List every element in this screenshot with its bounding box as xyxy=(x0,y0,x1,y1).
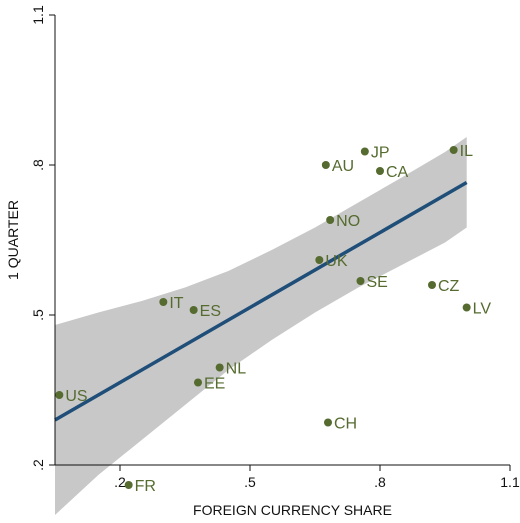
point-marker xyxy=(189,306,198,314)
point-label: CH xyxy=(334,416,357,433)
point-ch: CH xyxy=(324,416,357,433)
x-tick-label: .5 xyxy=(244,474,256,490)
point-no: NO xyxy=(326,213,360,230)
point-marker xyxy=(315,256,324,264)
point-label: ES xyxy=(200,303,221,320)
point-lv: LV xyxy=(462,301,492,318)
point-us: US xyxy=(55,388,88,405)
point-marker xyxy=(321,161,330,169)
point-label: AU xyxy=(332,158,354,175)
x-ticks: .2 .5 .8 1.1 xyxy=(114,465,520,490)
point-ca: CA xyxy=(376,164,409,181)
point-au: AU xyxy=(321,158,354,175)
point-label: EE xyxy=(204,376,225,393)
x-tick-label: .2 xyxy=(114,474,126,490)
point-marker xyxy=(360,147,369,156)
point-uk: UK xyxy=(315,253,348,270)
point-marker xyxy=(215,363,224,372)
point-marker xyxy=(462,303,471,312)
point-label: SE xyxy=(367,274,388,291)
confidence-band-layer xyxy=(55,137,467,515)
point-marker xyxy=(428,281,436,289)
point-it: IT xyxy=(159,295,184,312)
x-tick-label: 1.1 xyxy=(500,474,520,490)
point-label: UK xyxy=(325,253,348,270)
point-cz: CZ xyxy=(428,278,460,295)
point-marker xyxy=(326,216,335,224)
point-label: CZ xyxy=(438,278,460,295)
point-label: NO xyxy=(336,213,360,230)
point-marker xyxy=(324,418,332,427)
point-label: LV xyxy=(473,301,492,318)
point-marker xyxy=(159,298,168,306)
point-il: IL xyxy=(449,143,473,160)
point-nl: NL xyxy=(215,361,247,378)
point-marker xyxy=(376,167,384,175)
y-tick-label: .2 xyxy=(30,459,46,471)
point-jp: JP xyxy=(360,145,390,162)
point-label: FR xyxy=(135,478,156,495)
point-marker xyxy=(55,391,64,399)
y-tick-label: 1.1 xyxy=(30,5,46,25)
point-label: CA xyxy=(386,164,409,181)
x-axis-title: FOREIGN CURRENCY SHARE xyxy=(193,502,392,518)
point-fr: FR xyxy=(124,478,156,495)
confidence-band xyxy=(55,137,467,515)
y-axis-title: 1 QUARTER xyxy=(5,200,21,280)
y-tick-label: .8 xyxy=(30,159,46,171)
point-label: NL xyxy=(226,361,247,378)
y-ticks: .2 .5 .8 1.1 xyxy=(30,5,55,471)
point-es: ES xyxy=(189,303,221,320)
point-label: JP xyxy=(371,145,390,162)
y-tick-label: .5 xyxy=(30,309,46,321)
point-label: IT xyxy=(169,295,183,312)
point-se: SE xyxy=(356,274,388,291)
axes-layer xyxy=(54,15,510,466)
point-label: US xyxy=(65,388,87,405)
fit-line-layer xyxy=(54,180,468,422)
point-label: IL xyxy=(460,143,473,160)
x-tick-label: .8 xyxy=(374,474,386,490)
point-marker xyxy=(124,481,133,489)
point-marker xyxy=(356,277,365,285)
point-ee: EE xyxy=(194,376,225,393)
point-marker xyxy=(194,378,202,387)
point-marker xyxy=(449,146,458,154)
fit-line xyxy=(54,180,468,422)
